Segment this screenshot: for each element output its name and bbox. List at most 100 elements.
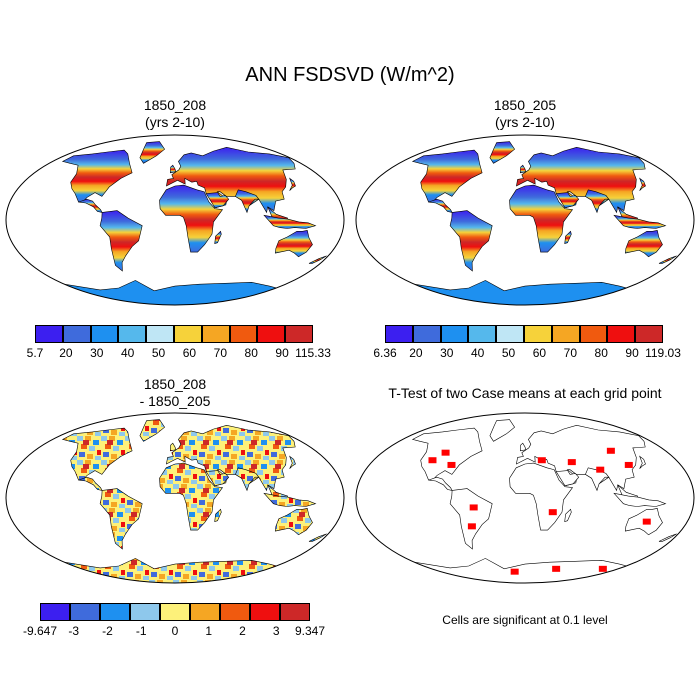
significant-cell [537, 457, 546, 464]
colorbar-label: 90 [275, 346, 289, 360]
landmass-indonesia [613, 492, 667, 507]
map-panel-diff [5, 412, 345, 584]
landmass-greenland [139, 141, 166, 164]
significant-cell [642, 518, 651, 525]
landmass-greenland [489, 141, 516, 164]
landmass-namerica [61, 149, 133, 203]
landmass-australia [274, 230, 313, 258]
colorbar-label: 90 [625, 346, 639, 360]
map-land [411, 419, 677, 583]
colorbar-label: 9.347 [294, 624, 326, 638]
colorbar-swatch [412, 325, 441, 343]
significant-cell [598, 565, 607, 572]
landmass-australia [624, 230, 663, 258]
landmass-camerica [428, 476, 453, 491]
colorbar-swatch [385, 325, 413, 343]
landmass-madagascar [564, 230, 572, 245]
panel-title-case2: 1850_205 (yrs 2-10) [405, 97, 645, 131]
colorbar-label: 30 [440, 346, 454, 360]
colorbar-swatch [250, 603, 280, 621]
colorbar-label: 2 [239, 624, 246, 638]
colorbar-label: 20 [59, 346, 73, 360]
colorbar-label: 3 [272, 624, 280, 638]
colorbar-label: 80 [594, 346, 608, 360]
landmass-nz [308, 255, 327, 264]
colorbar-label: 5.7 [26, 346, 44, 360]
significant-cell [510, 568, 519, 575]
significant-cell [441, 449, 450, 456]
landmass-eurasia [165, 146, 296, 214]
map-border [355, 134, 695, 306]
landmass-madagascar [564, 508, 572, 523]
colorbar-label: -2 [102, 624, 113, 638]
colorbar-swatch [100, 603, 130, 621]
colorbar-swatch [440, 325, 469, 343]
map-land [411, 141, 677, 305]
landmass-india [235, 467, 260, 492]
colorbar-swatch [496, 325, 524, 343]
map-panel-case1 [5, 134, 345, 306]
colorbar-swatch [607, 325, 636, 343]
landmass-australia [274, 508, 313, 536]
colorbar-label: 115.33 [295, 346, 331, 360]
colorbar-swatch [229, 325, 258, 343]
colorbar-label: 20 [409, 346, 423, 360]
colorbar-swatch [90, 325, 119, 343]
colorbar-swatch [280, 603, 310, 621]
significant-cell [596, 466, 605, 473]
panel-title-line1: 1850_208 [143, 97, 207, 113]
colorbar-label: 70 [213, 346, 228, 360]
landmass-greenland [139, 419, 166, 442]
colorbar-diff: -9.647 -3 -2 -1 0 1 2 3 9.347 [23, 603, 325, 638]
landmass-camerica [78, 198, 103, 213]
panel-title-line1: T-Test of two Case means at each grid po… [388, 385, 662, 401]
significant-cell [469, 504, 478, 511]
map-border [355, 412, 695, 584]
landmass-madagascar [214, 230, 222, 245]
landmass-greenland [489, 419, 516, 442]
significance-note: Cells are significant at 0.1 level [442, 613, 608, 627]
panel-title-line2: (yrs 2-10) [145, 114, 205, 130]
landmass-japan [639, 455, 646, 469]
colorbar-label: 1 [205, 624, 213, 638]
landmass-japan [639, 177, 646, 191]
landmass-namerica [411, 149, 483, 203]
colorbar-swatch [524, 325, 552, 343]
panel-title-line2: (yrs 2-10) [495, 114, 555, 130]
landmass-uk [519, 442, 527, 452]
colorbar-label: 119.03 [645, 346, 681, 360]
colorbar-label: 0 [171, 624, 179, 638]
colorbar-swatch [70, 603, 100, 621]
landmass-antarctica [413, 280, 627, 305]
colorbar-swatch [190, 603, 220, 621]
colorbar-swatch [468, 325, 497, 343]
landmass-arabia [205, 470, 230, 487]
landmass-samerica [99, 210, 143, 272]
map-land [61, 141, 327, 305]
panel-title-ttest: T-Test of two Case means at each grid po… [355, 385, 695, 402]
colorbar-swatch [201, 325, 230, 343]
panel-title-case1: 1850_208 (yrs 2-10) [55, 97, 295, 131]
colorbar-swatch [35, 325, 63, 343]
landmass-indonesia [263, 214, 317, 229]
colorbar-swatch [130, 603, 160, 621]
landmass-samerica [449, 488, 493, 550]
colorbar-swatch [220, 603, 250, 621]
colorbar-case1: 5.7 20 30 40 50 60 70 80 90 115.33 [27, 325, 331, 360]
landmass-india [585, 467, 610, 492]
significant-cell [606, 447, 615, 454]
significant-cell [567, 459, 576, 466]
colorbar-swatch [118, 325, 147, 343]
landmass-eurasia [515, 146, 646, 214]
significant-cell [624, 461, 633, 468]
map-land [61, 419, 327, 583]
landmass-india [585, 189, 610, 214]
landmass-uk [169, 442, 177, 452]
figure-title: ANN FSDSVD (W/m^2) [245, 64, 455, 86]
colorbar-label: 40 [470, 346, 485, 360]
panel-title-line1: 1850_205 [493, 97, 557, 113]
landmass-madagascar [214, 508, 222, 523]
colorbar-label: 60 [182, 346, 197, 360]
colorbar-label: -1 [135, 624, 147, 638]
landmass-nz [658, 533, 677, 542]
